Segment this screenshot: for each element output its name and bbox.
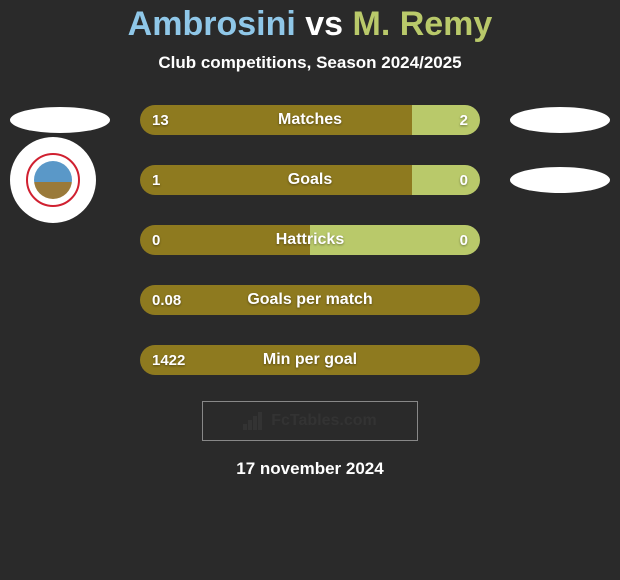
- stat-value-left: 1: [152, 165, 160, 195]
- stat-value-left: 1422: [152, 345, 185, 375]
- stat-row: Min per goal1422: [0, 337, 620, 383]
- title-player2: M. Remy: [353, 5, 493, 43]
- stat-value-left: 13: [152, 105, 169, 135]
- stat-value-right: 2: [460, 105, 468, 135]
- stat-value-left: 0.08: [152, 285, 181, 315]
- stat-row: Hattricks0 0: [0, 217, 620, 263]
- stat-rows: Matches132Goals10Hattricks00Goals per ma…: [0, 97, 620, 383]
- barchart-icon: [243, 412, 265, 430]
- watermark-text: FcTables.com: [271, 412, 377, 430]
- comparison-card: Ambrosini vs M. Remy Club competitions, …: [0, 0, 620, 479]
- stat-label: Goals per match: [140, 285, 480, 315]
- page-title: Ambrosini vs M. Remy: [0, 6, 620, 43]
- watermark-box: FcTables.com: [202, 401, 418, 441]
- stat-row: Goals per match0.08: [0, 277, 620, 323]
- player1-club-badge: [10, 137, 96, 223]
- date-text: 17 november 2024: [0, 459, 620, 479]
- stat-row: Goals1 0: [0, 157, 620, 203]
- watermark-content: FcTables.com: [243, 412, 377, 430]
- stat-value-left: 0: [152, 225, 160, 255]
- stat-value-right: 0: [460, 165, 468, 195]
- club-badge-icon: [26, 153, 80, 207]
- stat-bar: Hattricks0 0: [140, 225, 480, 255]
- player2-avatar: [510, 167, 610, 193]
- stat-bar: Matches13 2: [140, 105, 480, 135]
- player2-avatar: [510, 107, 610, 133]
- stat-row: Matches13 2: [0, 97, 620, 143]
- stat-label: Hattricks: [140, 225, 480, 255]
- stat-bar: Goals per match0.08: [140, 285, 480, 315]
- stat-bar: Min per goal1422: [140, 345, 480, 375]
- stat-value-right: 0: [460, 225, 468, 255]
- stat-label: Min per goal: [140, 345, 480, 375]
- subtitle: Club competitions, Season 2024/2025: [0, 53, 620, 73]
- stat-bar: Goals1 0: [140, 165, 480, 195]
- title-player1: Ambrosini: [128, 5, 296, 43]
- stat-label: Goals: [140, 165, 480, 195]
- title-vs: vs: [296, 5, 353, 43]
- stat-label: Matches: [140, 105, 480, 135]
- player1-avatar: [10, 107, 110, 133]
